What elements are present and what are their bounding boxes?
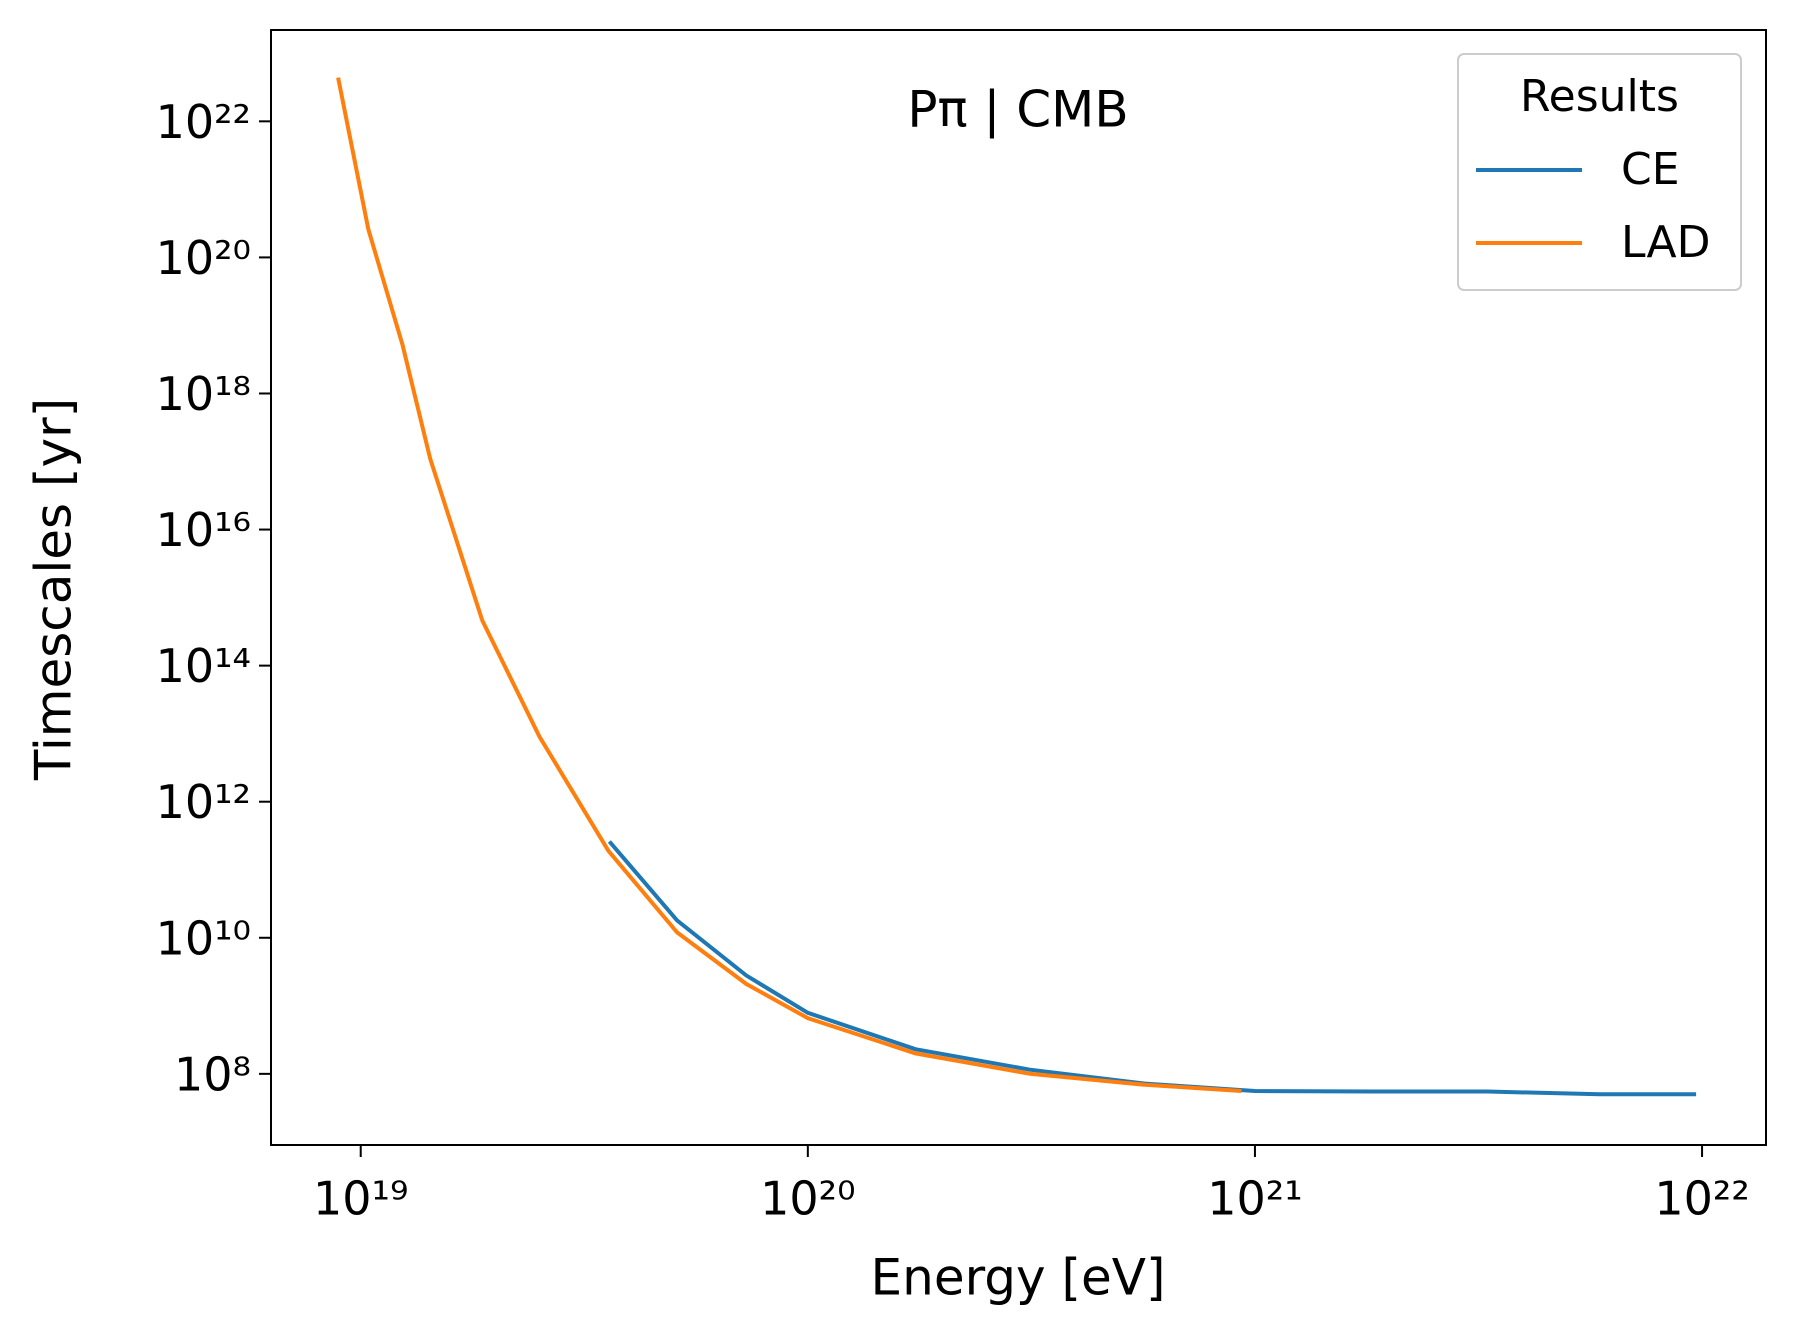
x-tick-label: 10²¹ [1207, 1172, 1302, 1226]
y-tick-label: 10¹⁸ [156, 367, 251, 421]
y-axis-label: Timescales [yr] [25, 398, 83, 781]
legend-title: Results [1520, 71, 1679, 122]
legend-label: LAD [1621, 217, 1711, 268]
x-axis-label: Energy [eV] [871, 1249, 1166, 1307]
legend-label: CE [1621, 144, 1680, 195]
legend-box [1457, 53, 1742, 291]
data-line [336, 77, 1242, 1093]
data-line [607, 840, 1697, 1097]
y-tick-label: 10⁸ [174, 1047, 251, 1101]
x-tick-label: 10²⁰ [760, 1172, 855, 1226]
x-tick-label: 10¹⁹ [313, 1172, 408, 1226]
y-tick-label: 10¹⁰ [156, 911, 251, 965]
y-tick-label: 10²² [156, 95, 251, 149]
y-tick-label: 10¹² [156, 775, 251, 829]
x-tick-label: 10²² [1654, 1172, 1749, 1226]
plot-frame [270, 29, 1767, 1146]
y-tick-label: 10¹⁶ [156, 503, 251, 557]
chart-title: Pπ | CMB [907, 81, 1128, 139]
y-tick-label: 10²⁰ [156, 231, 251, 285]
y-tick-label: 10¹⁴ [156, 639, 251, 693]
